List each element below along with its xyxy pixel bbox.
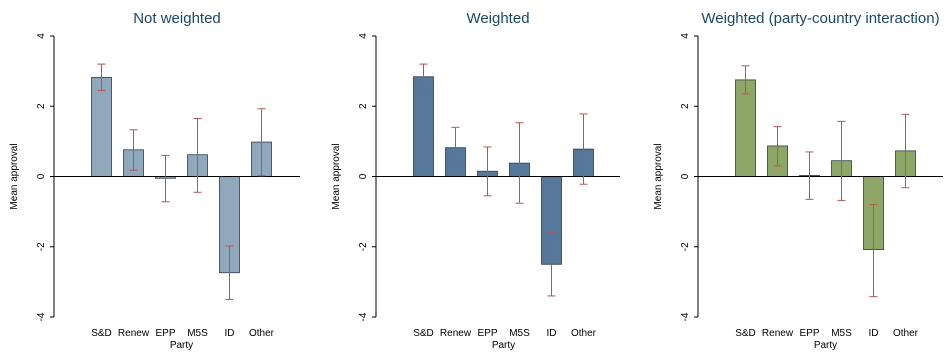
y-tick-label: 0 (680, 173, 691, 179)
x-tick-label: Other (571, 328, 597, 339)
x-tick-label: M5S (831, 328, 852, 339)
y-axis-label: Mean approval (331, 143, 342, 209)
x-tick-label: M5S (509, 328, 530, 339)
x-tick-label: M5S (187, 328, 208, 339)
y-tick-label: -2 (358, 242, 369, 251)
error-bar (225, 245, 234, 300)
error-bar (419, 63, 428, 90)
y-tick-label: -4 (358, 312, 369, 321)
error-bar (193, 118, 202, 193)
x-tick-label: Renew (118, 328, 150, 339)
chart-panel-3: Weighted (party-country interaction) 4 2 0 -… (653, 10, 943, 351)
chart-panel-2: Weighted 4 2 0 -2 -4 Mean approval S&D Renew EPP M… (331, 10, 620, 351)
x-axis-label: Party (492, 340, 515, 351)
x-tick-label: Renew (440, 328, 472, 339)
error-bar (579, 113, 588, 185)
error-bar (741, 65, 750, 95)
error-bar (837, 120, 846, 201)
error-bar (97, 63, 106, 91)
x-axis-label: Party (814, 340, 837, 351)
y-axis-label: Mean approval (9, 143, 20, 209)
x-tick-label: EPP (477, 328, 497, 339)
bar-s-d (413, 76, 434, 177)
y-tick-label: 0 (36, 173, 47, 179)
y-tick-label: 4 (36, 33, 47, 39)
error-bar (161, 154, 170, 203)
error-bar (257, 108, 266, 177)
x-tick-label: ID (547, 328, 557, 339)
chart-title: Not weighted (133, 10, 221, 27)
error-bar (547, 232, 556, 297)
y-tick-label: -4 (680, 312, 691, 321)
x-tick-label: S&D (413, 328, 434, 339)
x-tick-label: S&D (91, 328, 112, 339)
x-tick-label: ID (869, 328, 879, 339)
y-tick-label: 0 (358, 173, 369, 179)
y-tick-label: 2 (358, 103, 369, 109)
y-tick-label: -2 (36, 242, 47, 251)
x-axis-label: Party (170, 340, 193, 351)
x-tick-label: S&D (735, 328, 756, 339)
y-tick-label: 4 (680, 33, 691, 39)
error-bar (451, 126, 460, 168)
chart-title: Weighted (party-country interaction) (701, 10, 939, 27)
y-tick-label: -2 (680, 242, 691, 251)
error-bar (805, 151, 814, 200)
error-bar (483, 146, 492, 197)
error-bar (515, 122, 524, 204)
y-tick-label: 2 (680, 103, 691, 109)
chart-title: Weighted (466, 10, 529, 27)
y-tick-label: 4 (358, 33, 369, 39)
y-tick-label: -4 (36, 312, 47, 321)
chart-panel-1: Not weighted 4 2 0 -2 -4 Mean approval S&D Renew… (9, 10, 300, 351)
x-tick-label: EPP (799, 328, 819, 339)
x-tick-label: Renew (762, 328, 794, 339)
x-tick-label: Other (893, 328, 919, 339)
x-tick-label: ID (225, 328, 235, 339)
error-bar (901, 113, 910, 189)
y-tick-label: 2 (36, 103, 47, 109)
x-tick-label: Other (249, 328, 275, 339)
error-bar (129, 129, 138, 171)
bar-s-d (91, 77, 112, 177)
error-bar (773, 126, 782, 167)
x-tick-label: EPP (155, 328, 175, 339)
error-bar (869, 204, 878, 298)
y-axis-label: Mean approval (653, 143, 664, 209)
